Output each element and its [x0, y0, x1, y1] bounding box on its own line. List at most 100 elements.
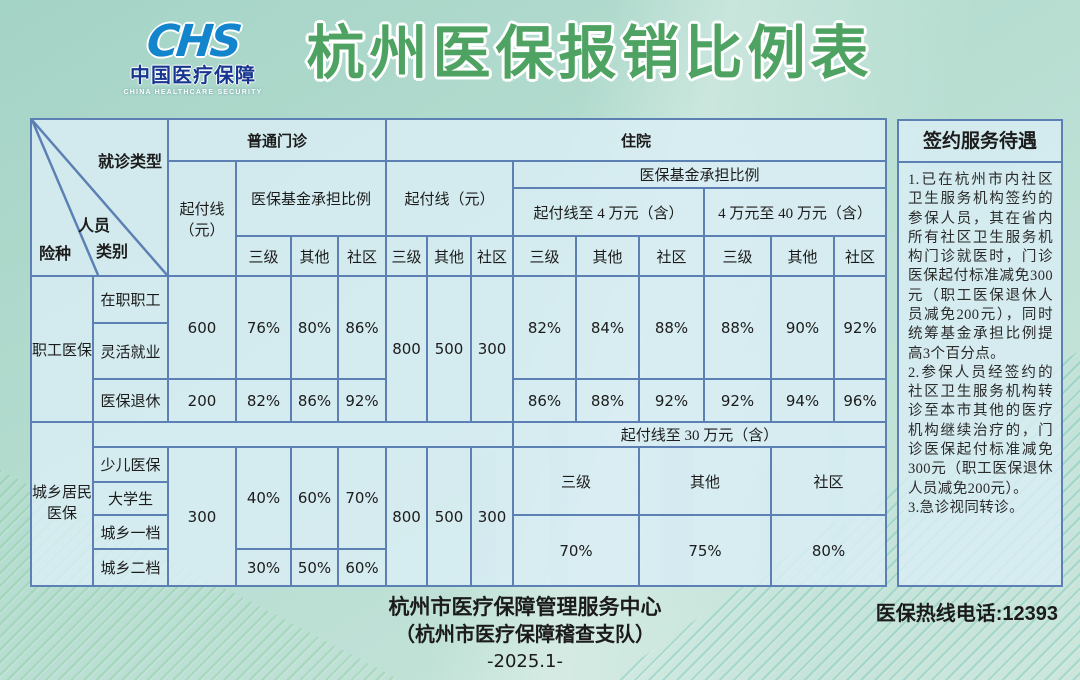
- corner-diagonal-cell: 就诊类型 人员 类别 险种: [30, 118, 169, 277]
- page-title: 杭州医保报销比例表: [306, 21, 874, 86]
- footer-org-subname: （杭州市医疗保障稽查支队）: [395, 624, 655, 646]
- row-label-student: 大学生: [92, 481, 169, 516]
- resident-op-tier2-community: 60%: [336, 548, 388, 587]
- chs-logo: CHS 中国医疗保障 CHINA HEALTHCARE SECURITY: [118, 16, 268, 98]
- outpatient-section-header: 普通门诊: [166, 118, 388, 162]
- table-row: 起付线至 4 万元（含） 4 万元至 40 万元（含）: [31, 187, 888, 237]
- footer-org-name: 杭州市医疗保障管理服务中心: [388, 596, 662, 619]
- table-row: 大学生: [31, 481, 886, 516]
- contract-note-1: 1.已在杭州市内社区卫生服务机构签约的参保人员，其在省内所有社区卫生服务机构门诊…: [908, 172, 1053, 362]
- ip-deductible-community: 300: [470, 275, 515, 423]
- table-row: 城乡一档 70% 75% 80%: [31, 514, 888, 587]
- row-label-active-worker: 在职职工: [92, 275, 169, 324]
- resident-label-line2: 医保: [46, 506, 77, 522]
- ip-retired-high-other: 94%: [770, 378, 836, 423]
- resident-ip-ratio-community: 80%: [770, 514, 888, 587]
- chs-logo-name-cn: 中国医疗保障: [130, 65, 256, 87]
- footer-organization: 杭州市医疗保障管理服务中心 （杭州市医疗保障稽查支队） -2025.1-: [300, 594, 750, 675]
- chs-logo-name-en: CHINA HEALTHCARE SECURITY: [123, 89, 263, 96]
- band-high-tier-other: 其他: [770, 235, 836, 277]
- resident-op-main-community: 70%: [336, 446, 388, 550]
- ip-deductible-other: 500: [426, 275, 473, 423]
- band-low-tier-community: 社区: [638, 235, 706, 277]
- ip-active-high-other: 90%: [770, 275, 836, 380]
- table-row: 起付线 （元） 医保基金承担比例 起付线（元） 医保基金承担比例: [31, 160, 888, 277]
- row-label-urban-rural-tier1: 城乡一档: [92, 514, 169, 550]
- ip-active-high-tier3: 88%: [703, 275, 773, 380]
- ip-active-low-other: 84%: [575, 275, 641, 380]
- outpatient-tier-community: 社区: [336, 235, 388, 277]
- resident-ip-ratio-tier3: 70%: [512, 514, 641, 587]
- table-row: 城乡居民 医保 起付线至 30 万元（含）: [30, 421, 888, 587]
- ip-active-low-community: 88%: [638, 275, 706, 380]
- row-label-flexible-employment: 灵活就业: [92, 322, 169, 380]
- ip-active-low-tier3: 82%: [512, 275, 578, 380]
- ip-retired-high-tier3: 92%: [703, 378, 773, 423]
- corner-insurance-label: 险种: [39, 246, 72, 263]
- inpatient-section-header: 住院: [385, 118, 888, 162]
- ip-retired-low-other: 88%: [575, 378, 641, 423]
- op-active-other: 80%: [290, 275, 339, 380]
- row-label-urban-rural-tier2: 城乡二档: [92, 548, 169, 587]
- resident-op-main-other: 60%: [290, 446, 339, 550]
- employee-insurance-label: 职工医保: [30, 275, 94, 423]
- ip-deductible-tier3: 800: [385, 275, 429, 423]
- resident-ip-tier3-header: 三级: [512, 446, 641, 516]
- contract-panel-title: 签约服务待遇: [899, 121, 1061, 163]
- outpatient-fund-ratio-header: 医保基金承担比例: [234, 160, 388, 237]
- resident-ip-community-header: 社区: [770, 446, 888, 516]
- inpatient-deductible-header: 起付线（元）: [385, 160, 515, 237]
- resident-insurance-label: 城乡居民 医保: [30, 421, 94, 587]
- footer-date: -2025.1-: [487, 651, 563, 672]
- resident-ip-ratio-other: 75%: [638, 514, 773, 587]
- contract-note-2: 2.参保人员经签约的社区卫生服务机构转诊至本市其他的医疗机构继续治疗的，门诊医保…: [908, 364, 1053, 497]
- inpatient-deduct-tier-3: 三级: [385, 235, 429, 277]
- ip-retired-low-community: 92%: [638, 378, 706, 423]
- table-row: 灵活就业: [31, 322, 886, 380]
- resident-ip-other-header: 其他: [638, 446, 773, 516]
- ip-retired-high-community: 96%: [833, 378, 888, 423]
- table-row: 城乡二档 30% 50% 60%: [31, 548, 886, 587]
- contract-panel-body: 1.已在杭州市内社区卫生服务机构签约的参保人员，其在省内所有社区卫生服务机构门诊…: [899, 163, 1061, 518]
- band-low-tier-other: 其他: [575, 235, 641, 277]
- table-row: 少儿医保 300 40% 60% 70% 800 500 300 三级 其他 社…: [31, 446, 888, 587]
- row-label-retired: 医保退休: [92, 378, 169, 423]
- chs-logo-abbr: CHS: [144, 16, 242, 67]
- ip-retired-low-tier3: 86%: [512, 378, 578, 423]
- resident-ip-deductible-community: 300: [470, 446, 515, 587]
- contract-services-panel: 签约服务待遇 1.已在杭州市内社区卫生服务机构签约的参保人员，其在省内所有社区卫…: [897, 119, 1063, 587]
- table-row: 医保退休 200 82% 86% 92% 86% 88% 92% 92% 94%…: [31, 378, 888, 423]
- corner-person-label-line1: 人员: [78, 218, 111, 235]
- resident-label-line1: 城乡居民: [32, 485, 93, 501]
- ip-active-high-community: 92%: [833, 275, 888, 380]
- inpatient-deduct-tier-community: 社区: [470, 235, 515, 277]
- resident-op-tier2-tier3: 30%: [235, 548, 292, 587]
- table-row: 三级 其他 社区 三级 其他 社区 三级 其他 社区 三级 其他 社区: [31, 235, 888, 277]
- contract-note-3: 3.急诊视同转诊。: [908, 499, 1024, 516]
- inpatient-band-low-header: 起付线至 4 万元（含）: [512, 187, 706, 237]
- op-deductible-retired: 200: [167, 378, 237, 423]
- resident-empty-band-cell: [91, 421, 515, 448]
- outpatient-deductible-header: 起付线 （元）: [167, 160, 237, 277]
- corner-visit-type-label: 就诊类型: [97, 154, 162, 171]
- diagonal-lines: [33, 121, 166, 274]
- band-low-tier-3: 三级: [512, 235, 578, 277]
- op-retired-tier3: 82%: [235, 378, 292, 423]
- op-active-tier3: 76%: [235, 275, 292, 380]
- resident-op-main-tier3: 40%: [235, 446, 292, 550]
- inpatient-deduct-tier-other: 其他: [426, 235, 473, 277]
- inpatient-band-high-header: 4 万元至 40 万元（含）: [703, 187, 888, 237]
- resident-op-tier2-other: 50%: [290, 548, 339, 587]
- band-high-tier-3: 三级: [703, 235, 773, 277]
- outpatient-tier-3: 三级: [235, 235, 292, 277]
- resident-ip-deductible-other: 500: [426, 446, 473, 587]
- reimbursement-table: 就诊类型 人员 类别 险种 普通门诊 住院 起付线 （元） 医保基金承担比例 起…: [30, 118, 888, 587]
- op-deductible-active: 600: [167, 275, 237, 380]
- op-retired-community: 92%: [336, 378, 388, 423]
- inpatient-fund-ratio-header: 医保基金承担比例: [512, 160, 888, 189]
- outpatient-tier-other: 其他: [290, 235, 339, 277]
- resident-op-deductible: 300: [167, 446, 237, 587]
- row-label-children: 少儿医保: [92, 446, 169, 483]
- band-high-tier-community: 社区: [833, 235, 888, 277]
- resident-band-header: 起付线至 30 万元（含）: [512, 421, 888, 448]
